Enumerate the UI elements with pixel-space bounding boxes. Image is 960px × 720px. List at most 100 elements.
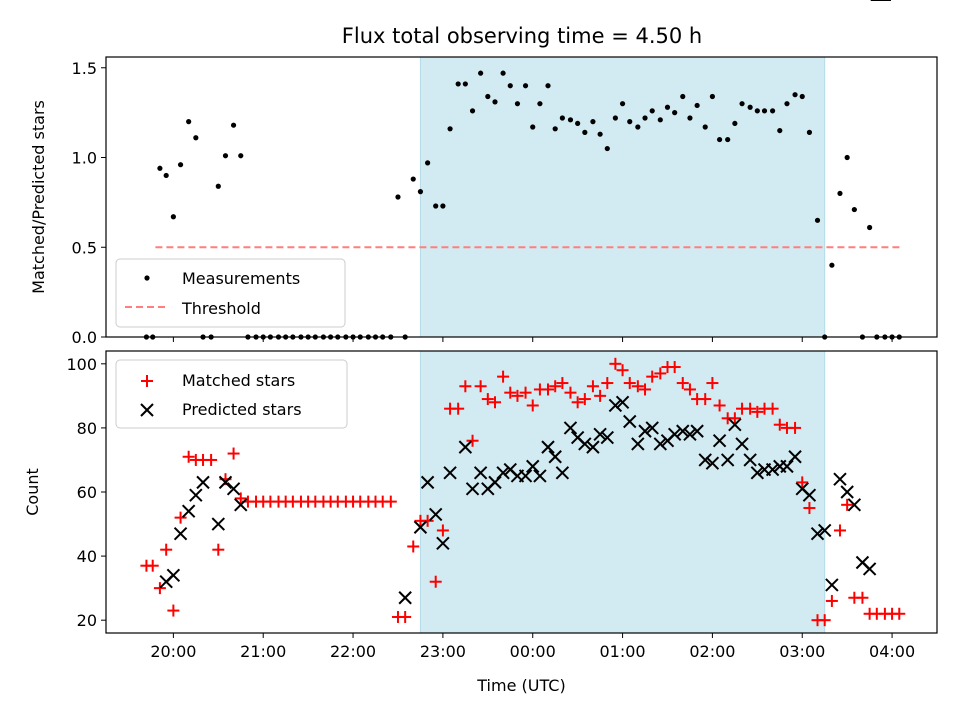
- measurement-point: [238, 153, 244, 159]
- measurement-point: [410, 176, 416, 182]
- measurement-point: [747, 104, 753, 110]
- predicted-star-point: [631, 437, 645, 451]
- measurement-point: [642, 115, 648, 121]
- measurement-point: [769, 108, 776, 114]
- matched-star-point: [609, 357, 622, 370]
- count-y-axis-label: Count: [23, 468, 42, 516]
- ratio-y-ticks: 0.0 0.5 1.0 1.5: [72, 59, 106, 347]
- measurement-point: [492, 99, 498, 105]
- predicted-star-point: [189, 488, 203, 502]
- predicted-star-point: [541, 440, 555, 454]
- matched-star-point: [519, 386, 532, 399]
- y-tick-label: 20: [77, 611, 97, 630]
- predicted-star-point: [436, 536, 450, 550]
- matched-star-point: [474, 380, 487, 393]
- measurement-point: [582, 129, 588, 135]
- count-marks: [140, 0, 906, 627]
- predicted-star-point: [833, 472, 847, 486]
- ratio-panel-frame: [105, 56, 938, 338]
- matched-star-point: [436, 524, 449, 537]
- measurement-point: [867, 224, 873, 231]
- matched-star-point: [773, 418, 786, 431]
- predicted-star-point: [518, 469, 533, 483]
- measurement-point: [732, 120, 738, 127]
- matched-star-point: [571, 396, 584, 409]
- legend-predicted-marker: [140, 403, 154, 417]
- predicted-star-point: [743, 453, 757, 467]
- predicted-star-point: [196, 475, 210, 490]
- predicted-star-point: [817, 523, 832, 538]
- measurement-point: [716, 136, 723, 143]
- predicted-star-point: [765, 462, 780, 477]
- predicted-star-point: [488, 475, 502, 490]
- measurement-point: [163, 172, 169, 179]
- x-axis-label: Time (UTC): [476, 676, 565, 695]
- matched-star-point: [646, 370, 659, 383]
- measurement-point: [672, 110, 678, 116]
- matched-star-point: [481, 393, 494, 406]
- matched-star-point: [841, 498, 854, 511]
- measurement-point: [514, 101, 521, 107]
- predicted-star-point: [398, 591, 412, 605]
- predicted-star-point: [526, 459, 540, 474]
- matched-star-point: [407, 540, 420, 553]
- measurement-point: [590, 119, 596, 125]
- matched-star-point: [452, 402, 465, 415]
- predicted-star-point: [623, 414, 637, 429]
- ratio-x-ticks: [172, 337, 893, 342]
- measurement-point: [559, 115, 565, 121]
- predicted-star-point: [728, 417, 742, 432]
- predicted-star-point: [676, 424, 690, 438]
- y-tick-label: 1.0: [72, 149, 97, 168]
- predicted-star-point: [840, 485, 854, 499]
- matched-star-point: [167, 604, 180, 617]
- measurement-point: [395, 194, 401, 200]
- measurement-point: [702, 124, 708, 130]
- matched-star-point: [803, 502, 816, 515]
- measurement-point: [649, 108, 655, 114]
- measurement-point: [417, 189, 424, 195]
- y-tick-label: 1.5: [72, 59, 97, 78]
- matched-star-point: [699, 393, 712, 406]
- measurement-point: [440, 203, 446, 209]
- matched-star-point: [153, 582, 166, 595]
- y-tick-label: 80: [77, 419, 97, 438]
- predicted-star-point: [443, 466, 457, 480]
- measurement-point: [425, 160, 431, 166]
- predicted-star-point: [578, 437, 592, 451]
- measurement-point: [627, 119, 633, 125]
- predicted-star-point: [600, 430, 615, 445]
- matched-star-point: [578, 393, 591, 406]
- measurement-point: [725, 136, 731, 143]
- predicted-star-point: [420, 475, 435, 490]
- measurement-point: [612, 115, 618, 121]
- measurement-point: [170, 214, 176, 220]
- measurement-point: [230, 122, 237, 128]
- predicted-star-point: [465, 482, 480, 496]
- x-tick-label: 00:00: [510, 642, 556, 661]
- matched-star-point: [594, 389, 607, 402]
- measurement-point: [537, 101, 543, 107]
- matched-star-point: [160, 543, 173, 556]
- predicted-star-point: [683, 427, 697, 442]
- measurement-point: [806, 129, 813, 135]
- measurement-point: [522, 83, 529, 89]
- measurement-point: [687, 115, 693, 121]
- matched-star-point: [511, 389, 524, 402]
- measurement-point: [814, 217, 821, 223]
- matched-star-point: [586, 380, 599, 393]
- predicted-star-point: [473, 466, 488, 480]
- y-tick-label: 0.5: [72, 238, 97, 257]
- matched-star-point: [549, 380, 562, 393]
- matched-star-point: [399, 610, 412, 623]
- y-tick-label: 0.0: [72, 328, 97, 347]
- measurement-point: [222, 153, 229, 159]
- predicted-star-point: [802, 488, 817, 502]
- matched-star-point: [174, 511, 187, 524]
- matched-star-point: [631, 380, 644, 393]
- measurement-point: [709, 93, 716, 100]
- count-y-ticks: 20 40 60 80 100: [66, 355, 106, 630]
- measurement-point: [567, 117, 574, 123]
- measurement-point: [739, 101, 745, 107]
